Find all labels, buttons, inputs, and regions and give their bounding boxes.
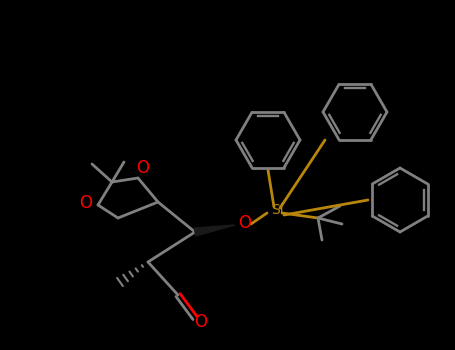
- Text: O: O: [80, 194, 92, 212]
- Polygon shape: [194, 225, 235, 236]
- Text: O: O: [194, 313, 207, 331]
- Text: O: O: [238, 214, 252, 232]
- Text: O: O: [136, 159, 150, 177]
- Text: Si: Si: [271, 203, 283, 217]
